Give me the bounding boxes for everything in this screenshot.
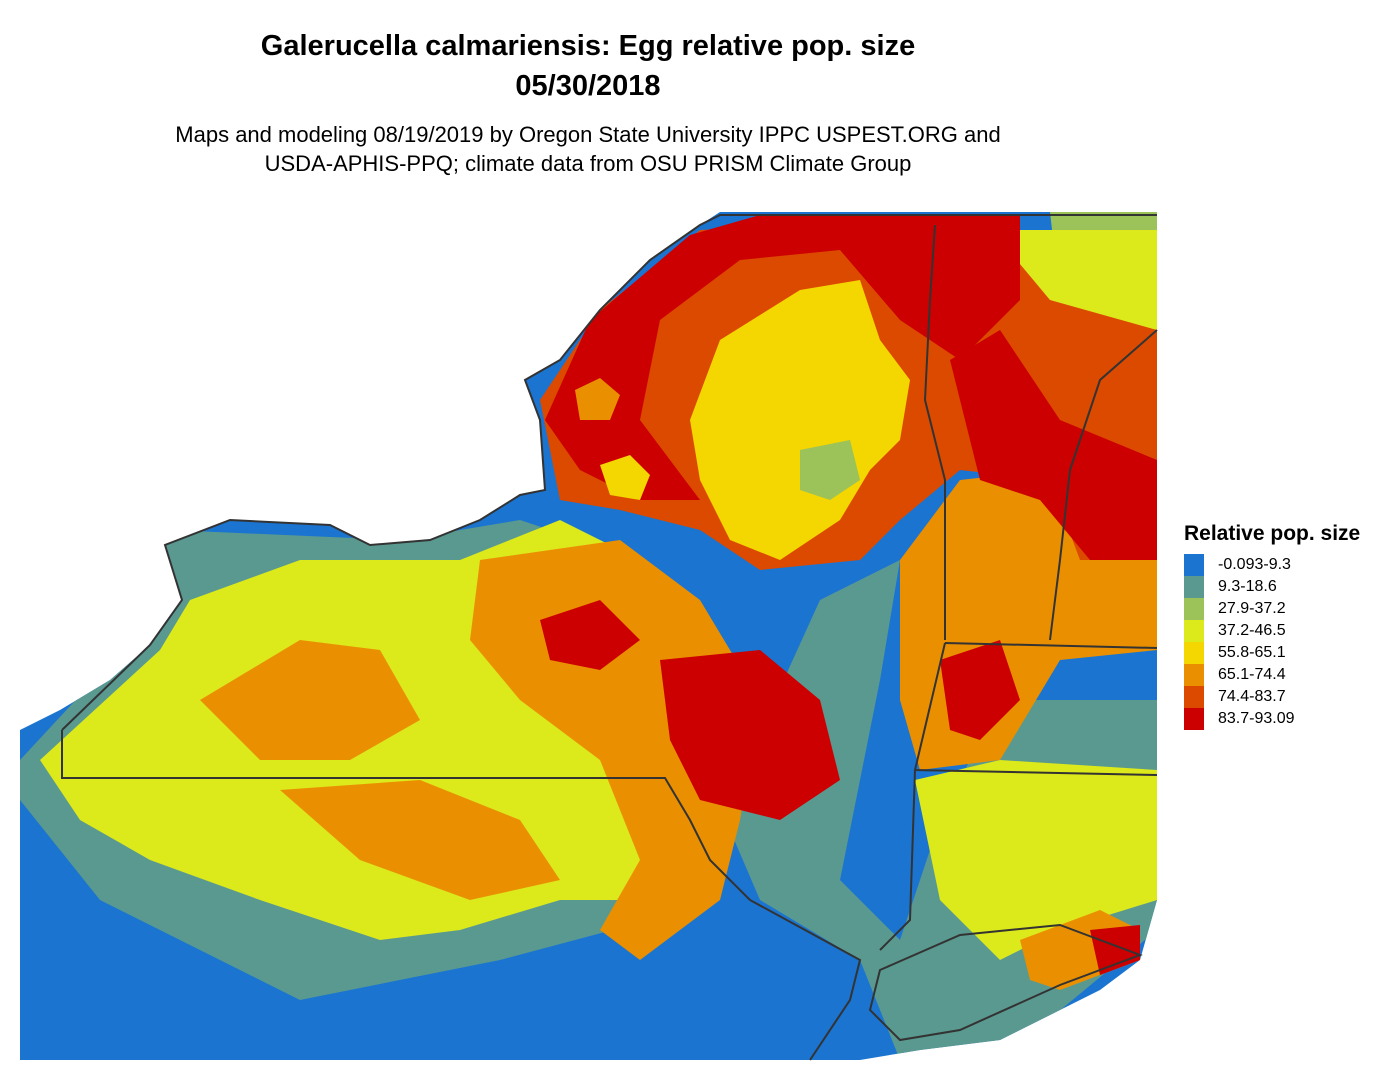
ny-ct-border <box>879 769 916 951</box>
class-7-region-center <box>540 600 640 670</box>
class-7-region-hudson <box>940 640 1020 740</box>
class-7-region-north <box>545 215 1020 500</box>
legend-swatch <box>1184 708 1204 730</box>
legend-swatch <box>1184 598 1204 620</box>
legend-item: 74.4-83.7 <box>1184 686 1360 708</box>
map-date: 05/30/2018 <box>515 70 661 102</box>
legend-item: 27.9-37.2 <box>1184 598 1360 620</box>
legend-title: Relative pop. size <box>1184 522 1361 545</box>
map-subtitle-line2: USDA-APHIS-PPQ; climate data from OSU PR… <box>264 151 912 176</box>
class-5-region-south <box>280 780 560 900</box>
class-5-region-central <box>470 540 760 960</box>
legend-label: 65.1-74.4 <box>1218 666 1286 683</box>
legend-item: 37.2-46.5 <box>1184 620 1360 642</box>
class-4-region-adirondacks <box>690 280 910 560</box>
class-7-region-south <box>660 650 840 820</box>
class-2-region-adirondacks <box>800 440 860 500</box>
legend-label: 9.3-18.6 <box>1218 578 1277 595</box>
legend-item: 83.7-93.09 <box>1184 708 1360 730</box>
lake-shore-boundary <box>61 214 1157 731</box>
legend: Relative pop. size -0.093-9.3 9.3-18.6 27.… <box>1184 522 1360 730</box>
legend-swatch <box>1184 554 1204 576</box>
legend-item: 55.8-65.1 <box>1184 642 1360 664</box>
class-3-region-east <box>915 760 1157 960</box>
ny-vt-border <box>923 224 946 640</box>
legend-label: 55.8-65.1 <box>1218 644 1286 661</box>
class-7-region-longisland <box>1090 925 1140 975</box>
class-7-region-east <box>950 330 1157 560</box>
class-4-region-oval <box>600 455 650 500</box>
legend-label: -0.093-9.3 <box>1218 556 1291 573</box>
map-title: Galerucella calmariensis: Egg relative p… <box>260 30 916 62</box>
vt-ma-border <box>944 642 1158 649</box>
class-5-region-southwest <box>200 640 420 760</box>
legend-item: 9.3-18.6 <box>1184 576 1360 598</box>
class-5-region-oval <box>575 378 620 420</box>
ct-river-boundary <box>1049 329 1158 641</box>
legend-swatch <box>1184 642 1204 664</box>
legend-item: -0.093-9.3 <box>1184 554 1360 576</box>
legend-swatch <box>1184 620 1204 642</box>
legend-swatch <box>1184 686 1204 708</box>
ny-nj-border <box>749 899 862 1061</box>
map-subtitle-line1: Maps and modeling 08/19/2019 by Oregon S… <box>175 122 1001 147</box>
legend-label: 37.2-46.5 <box>1218 622 1286 639</box>
legend-label: 27.9-37.2 <box>1218 600 1286 617</box>
ny-pa-border <box>61 730 751 901</box>
legend-label: 74.4-83.7 <box>1218 688 1286 705</box>
legend-item: 65.1-74.4 <box>1184 664 1360 686</box>
legend-label: 83.7-93.09 <box>1218 710 1295 727</box>
legend-swatch <box>1184 576 1204 598</box>
long-island-outline <box>868 923 1143 1042</box>
legend-swatch <box>1184 664 1204 686</box>
